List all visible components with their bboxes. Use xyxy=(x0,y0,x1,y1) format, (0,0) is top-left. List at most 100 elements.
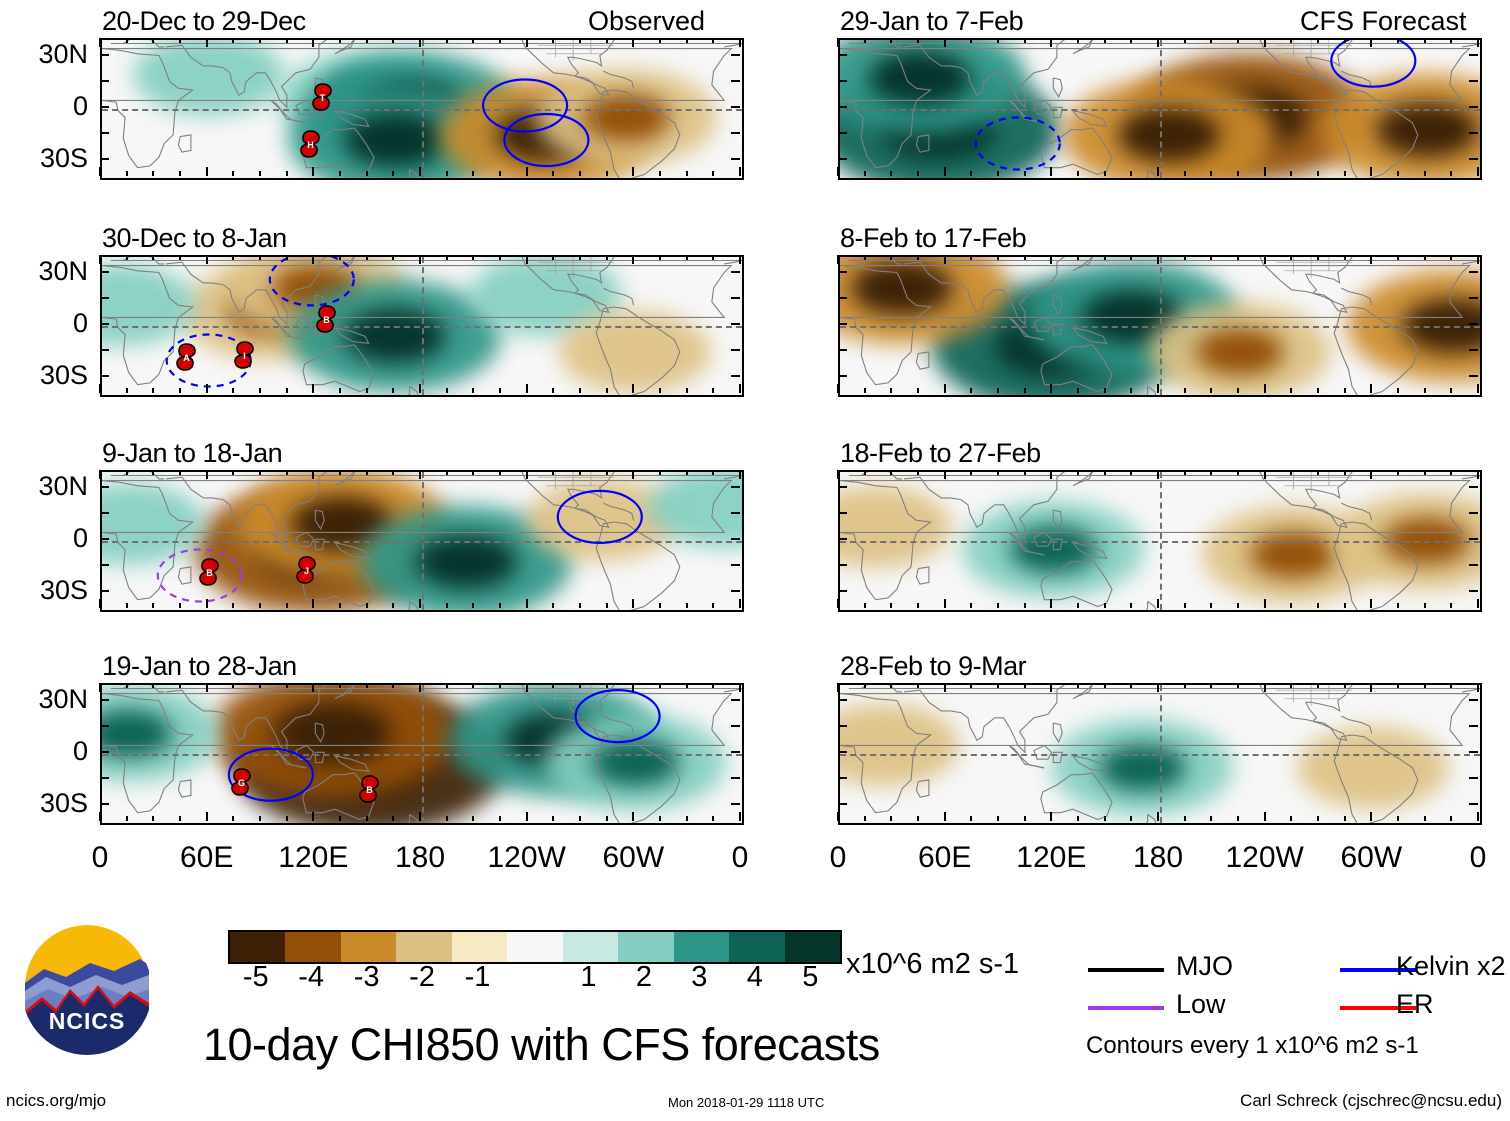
cyclone-marker-I[interactable]: I xyxy=(232,341,257,370)
y-axis-label-30N: 30N xyxy=(38,471,88,502)
x-axis-tick xyxy=(445,171,448,176)
x-axis-tick xyxy=(863,38,866,43)
x-axis-tick xyxy=(632,38,635,47)
x-axis-tick xyxy=(1290,603,1293,608)
svg-text:B: B xyxy=(323,315,330,325)
x-axis-tick xyxy=(205,38,208,47)
cyclone-marker-G[interactable]: G xyxy=(229,767,254,796)
y-axis-tick xyxy=(838,348,847,351)
x-axis-tick xyxy=(445,470,448,475)
x-axis-tick xyxy=(152,603,155,608)
x-axis-tick xyxy=(1317,603,1319,608)
x-axis-tick xyxy=(285,38,288,43)
x-axis-tick xyxy=(1210,171,1213,176)
dateline-180 xyxy=(1160,472,1162,610)
x-axis-tick xyxy=(1477,599,1479,608)
x-axis-tick xyxy=(1397,38,1399,43)
wave-contour-kelvin-x2 xyxy=(974,116,1061,171)
y-axis-tick xyxy=(1469,802,1478,805)
x-axis-tick xyxy=(997,38,999,43)
x-axis-tick xyxy=(1130,683,1133,688)
cyclone-marker-B[interactable]: B xyxy=(357,774,382,803)
map-panel-1[interactable]: A I B xyxy=(100,255,744,397)
x-axis-tick xyxy=(285,683,288,688)
map-panel-4[interactable] xyxy=(838,38,1482,180)
y-axis-tick xyxy=(1469,157,1478,160)
x-axis-tick xyxy=(1237,388,1239,393)
x-axis-tick xyxy=(970,816,973,821)
x-axis-tick xyxy=(472,470,475,475)
y-axis-tick xyxy=(838,54,847,57)
map-panel-5[interactable] xyxy=(838,255,1482,397)
x-axis-tick xyxy=(917,683,919,688)
cyclone-marker-B[interactable]: B xyxy=(314,305,339,333)
x-axis-tick xyxy=(1023,255,1026,260)
x-axis-tick xyxy=(1343,816,1346,821)
x-axis-tick xyxy=(1050,38,1053,47)
footer-site-link[interactable]: ncics.org/mjo xyxy=(6,1091,107,1110)
x-axis-tick xyxy=(1397,171,1399,176)
y-axis-tick xyxy=(838,131,847,134)
x-axis-tick xyxy=(1183,171,1186,176)
x-axis-tick xyxy=(1103,470,1106,475)
map-panel-6[interactable] xyxy=(838,470,1482,612)
y-axis-tick xyxy=(731,323,740,325)
cyclone-marker-T[interactable]: T xyxy=(310,83,335,111)
cyclone-marker-H[interactable]: H xyxy=(298,129,323,158)
wave-contour-kelvin-x2 xyxy=(574,689,661,744)
x-axis-tick xyxy=(179,388,181,393)
x-axis-tick xyxy=(837,384,839,393)
x-axis-tick xyxy=(1157,812,1159,821)
chi-anomaly-core xyxy=(102,710,173,757)
x-axis-tick xyxy=(837,599,839,608)
chi-anomaly-core xyxy=(869,51,971,105)
dateline-180 xyxy=(422,40,424,178)
x-axis-tick xyxy=(997,255,999,260)
x-axis-tick xyxy=(392,470,395,475)
map-panel-7[interactable] xyxy=(838,683,1482,825)
x-axis-tick xyxy=(1130,38,1133,43)
x-axis-tick xyxy=(970,388,973,393)
x-axis-tick xyxy=(1157,470,1159,479)
x-axis-tick xyxy=(1263,38,1266,47)
x-axis-tick xyxy=(1263,683,1266,692)
colorbar-segment-3 xyxy=(396,932,452,962)
x-axis-tick xyxy=(1450,171,1453,176)
x-axis-tick xyxy=(419,384,421,393)
x-axis-tick xyxy=(365,816,368,821)
y-axis-tick xyxy=(100,374,109,377)
x-axis-tick xyxy=(552,388,555,393)
y-axis-tick xyxy=(100,751,109,753)
x-axis-tick xyxy=(392,38,395,43)
cyclone-marker-J[interactable]: J xyxy=(294,556,319,585)
chi-anomaly-blob xyxy=(132,40,285,116)
x-axis-tick xyxy=(179,38,181,43)
x-axis-tick xyxy=(152,171,155,176)
x-axis-label-left-0: 0 xyxy=(91,841,109,874)
dateline-180 xyxy=(1160,257,1162,395)
x-axis-tick xyxy=(685,171,688,176)
y-axis-label-30S: 30S xyxy=(39,359,88,390)
cyclone-marker-A[interactable]: A xyxy=(174,343,199,371)
colorbar-tick--3: -3 xyxy=(353,961,380,993)
y-axis-tick xyxy=(731,486,740,489)
x-axis-tick xyxy=(472,603,475,608)
y-axis-tick xyxy=(100,131,109,134)
x-axis-tick xyxy=(1183,603,1186,608)
x-axis-tick xyxy=(579,816,581,821)
x-axis-tick xyxy=(392,255,395,260)
x-axis-tick xyxy=(970,683,973,688)
x-axis-tick xyxy=(152,683,155,688)
panel-title-7: 28-Feb to 9-Mar xyxy=(840,651,1027,681)
x-axis-tick xyxy=(837,167,839,176)
x-axis-tick xyxy=(472,255,475,260)
colorbar-segment-6 xyxy=(562,932,619,962)
y-axis-tick xyxy=(100,54,109,57)
x-axis-tick xyxy=(552,683,555,688)
x-axis-tick xyxy=(1237,603,1239,608)
x-axis-tick xyxy=(205,812,208,821)
cyclone-marker-B[interactable]: B xyxy=(197,558,222,586)
